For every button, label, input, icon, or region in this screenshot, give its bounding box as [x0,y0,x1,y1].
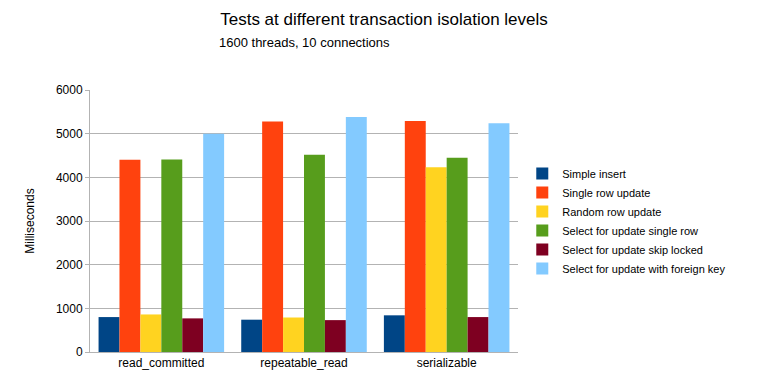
svg-text:Simple insert: Simple insert [562,168,626,180]
svg-text:Single row update: Single row update [562,187,650,199]
svg-text:Select for update skip locked: Select for update skip locked [562,244,703,256]
svg-text:Select for update with foreign: Select for update with foreign key [562,263,725,275]
svg-text:serializable: serializable [417,356,477,370]
svg-text:Tests at different transaction: Tests at different transaction isolation… [220,10,548,29]
svg-text:2000: 2000 [56,258,83,272]
svg-text:Milliseconds: Milliseconds [23,188,37,253]
svg-text:0: 0 [76,345,83,359]
svg-text:5000: 5000 [56,127,83,141]
svg-text:Random row update: Random row update [562,206,661,218]
svg-text:1600 threads, 10 connections: 1600 threads, 10 connections [219,35,390,50]
svg-text:1000: 1000 [56,302,83,316]
svg-text:Select for update single row: Select for update single row [562,225,698,237]
svg-text:6000: 6000 [56,83,83,97]
svg-text:3000: 3000 [56,214,83,228]
svg-text:repeatable_read: repeatable_read [260,356,347,370]
svg-text:read_committed: read_committed [118,356,204,370]
svg-text:4000: 4000 [56,171,83,185]
